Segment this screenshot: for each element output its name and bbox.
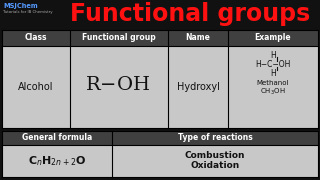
Text: Combustion: Combustion <box>185 152 245 161</box>
Text: Functional groups: Functional groups <box>70 2 310 26</box>
Bar <box>2 30 318 128</box>
Bar <box>2 30 318 46</box>
Text: Oxidation: Oxidation <box>190 161 240 170</box>
Text: C$_n$H$_{2n+2}$O: C$_n$H$_{2n+2}$O <box>28 154 86 168</box>
Text: Functional group: Functional group <box>82 33 156 42</box>
Text: H−C−OH: H−C−OH <box>255 60 291 69</box>
Text: Alcohol: Alcohol <box>18 82 54 92</box>
Text: H: H <box>270 51 276 60</box>
Text: Name: Name <box>186 33 211 42</box>
Text: MSJChem: MSJChem <box>3 3 38 9</box>
Text: R$-$OH: R$-$OH <box>84 76 149 94</box>
Text: CH$_3$OH: CH$_3$OH <box>260 87 286 97</box>
Text: Methanol: Methanol <box>257 80 289 86</box>
Text: Example: Example <box>255 33 291 42</box>
Bar <box>2 131 318 177</box>
Text: Tutorials for IB Chemistry: Tutorials for IB Chemistry <box>3 10 52 14</box>
Text: Hydroxyl: Hydroxyl <box>177 82 220 92</box>
Text: General formula: General formula <box>22 134 92 143</box>
Bar <box>2 131 318 145</box>
Text: Class: Class <box>25 33 47 42</box>
Text: H: H <box>270 69 276 78</box>
Text: Type of reactions: Type of reactions <box>178 134 252 143</box>
